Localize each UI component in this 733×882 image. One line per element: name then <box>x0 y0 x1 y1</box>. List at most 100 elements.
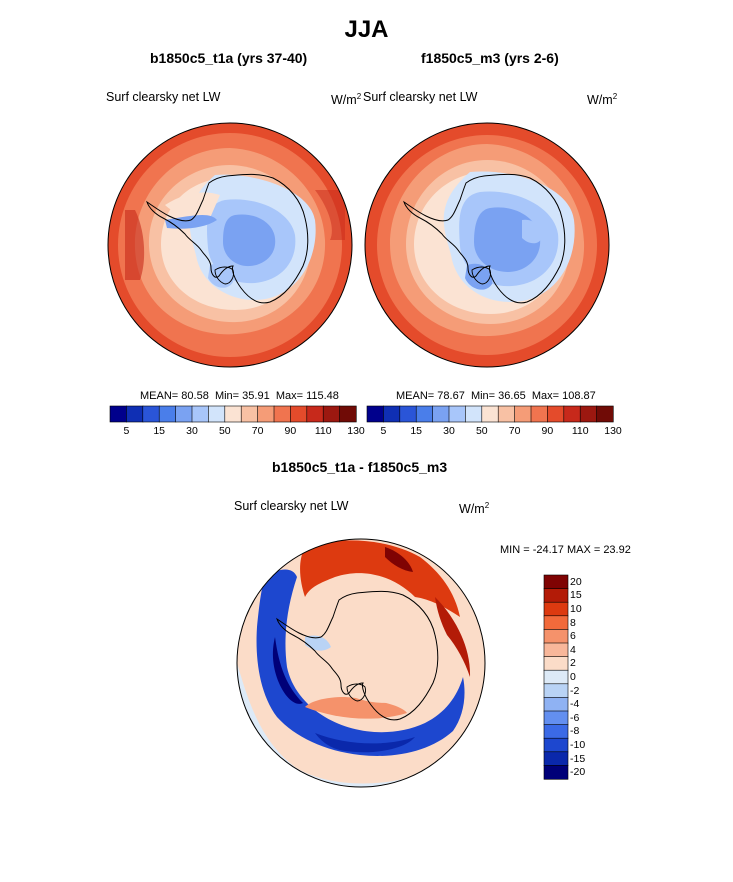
panel3-colorbar-tick-label: 10 <box>570 603 582 615</box>
panel1-colorbar-swatch-11 <box>290 405 308 423</box>
panel3-cool-core-south <box>315 733 415 753</box>
panel3-colorbar-tick-label: 0 <box>570 671 576 683</box>
panel1-colorbar-tick-label: 50 <box>218 425 231 437</box>
panel3-title: b1850c5_t1a - f1850c5_m3 <box>272 459 448 475</box>
panel1-colorbar-swatch-0 <box>109 405 128 423</box>
panel3-colorbar-tick-label: -6 <box>570 711 580 724</box>
panel1-title: b1850c5_t1a (yrs 37-40) <box>150 50 308 66</box>
panel3-warm-arc-north <box>300 540 460 617</box>
panel2-colorbar-swatch-0 <box>366 405 385 423</box>
panel3-colorbar-swatch-6 <box>543 656 569 671</box>
panel3-colorbar-tick-label: -15 <box>570 752 586 765</box>
panel1-west-warm-patch <box>125 210 145 280</box>
panel2-colorbar-swatch-11 <box>547 405 565 423</box>
panel1-ross-patch <box>208 263 234 288</box>
panel1-colorbar-tick-label: 15 <box>153 425 166 437</box>
panel1-map-border <box>107 122 353 368</box>
panel1-colorbar-swatch-8 <box>240 405 259 423</box>
panel1-colorbar-tick-label: 30 <box>186 425 198 437</box>
panel2-colorbar-swatch-14 <box>596 405 614 423</box>
panel3-colorbar-tick-label: 8 <box>570 616 576 629</box>
panel2-polar-map <box>364 122 610 368</box>
panel2-antarctica-coastline <box>403 173 566 304</box>
panel1-colorbar-swatch-2 <box>142 405 160 423</box>
panel2-colorbar-swatch-7 <box>481 405 499 423</box>
panel1-colorbar-tick-label: 5 <box>123 425 130 437</box>
panel1-colorbar-swatch-10 <box>273 405 292 423</box>
panel2-colorbar-tick-label: 5 <box>380 425 387 437</box>
panel3-minmax: MIN = -24.17 MAX = 23.92 <box>500 544 631 556</box>
panel2-variable-label: Surf clearsky net LW <box>363 90 478 104</box>
panel2-colorbar-swatch-12 <box>563 405 581 423</box>
panel3-colorbar-tick-label: 15 <box>570 589 582 602</box>
panel2-colorbar-tick-label: 50 <box>475 425 488 437</box>
panel2-colorbar-swatch-13 <box>579 405 598 423</box>
panel1-colorbar-swatch-12 <box>306 405 324 423</box>
panel3-antarctica-coastline <box>276 590 439 721</box>
panel2-map-border <box>364 122 610 368</box>
panel3-colorbar-tick-label: 6 <box>570 630 576 643</box>
panel3-peninsula-outline <box>346 683 366 702</box>
panel3-colorbar-tick-label: -20 <box>570 766 586 779</box>
panel2-mean: 78.67 <box>437 390 465 402</box>
panel1-colorbar-tick-label: 110 <box>314 425 332 437</box>
panel2-colorbar-tick-label: 70 <box>508 425 521 437</box>
panel3-cool-core-west <box>272 637 303 704</box>
panel1-colorbar-swatch-13 <box>322 405 341 423</box>
panel1-colorbar-swatch-7 <box>224 405 242 423</box>
panel2-colorbar-swatch-1 <box>383 405 401 423</box>
panel2-stats: MEAN= 78.67 Min= 36.65 Max= 108.87 <box>396 390 596 402</box>
panel2-colorbar-swatch-9 <box>514 405 532 423</box>
panel2-colorbar-swatch-10 <box>530 405 549 423</box>
panel2-colorbar-tick-label: 110 <box>571 425 589 437</box>
panel3-colorbar-swatch-8 <box>543 683 569 699</box>
panel1-colorbar-swatch-9 <box>257 405 275 423</box>
panel3-colorbar-tick-label: 2 <box>570 657 576 670</box>
panel2-colorbar <box>366 405 614 423</box>
panel1-ice-blue-dark <box>223 214 276 267</box>
panel1-variable-label: Surf clearsky net LW <box>106 90 221 104</box>
panel3-colorbar-swatch-9 <box>543 697 569 712</box>
panel3-cool-ring <box>256 569 465 756</box>
panel2-colorbar-tick-label: 30 <box>443 425 455 437</box>
panel3-colorbar-tick-label: -2 <box>570 684 580 697</box>
panel1-coast-blue-strip <box>165 215 217 229</box>
panel3-units: W/m2 <box>459 501 490 517</box>
panel3-warm-east <box>435 597 471 677</box>
panel3-colorbar-swatch-0 <box>543 574 569 590</box>
panel2-colorbar-ticks: 5 15 30 50 70 90 110 130 <box>367 425 621 439</box>
panel3-colorbar-tick-label: 4 <box>570 643 576 656</box>
panel1-east-warm-patch <box>315 190 345 240</box>
panel1-colorbar-swatch-6 <box>208 405 226 423</box>
panel3-colorbar-swatch-12 <box>543 737 569 753</box>
panel3-colorbar-tick-label: 20 <box>570 575 582 588</box>
panel2-colorbar-tick-label: 130 <box>604 425 622 437</box>
panel2-peninsula-outline <box>471 266 491 285</box>
panel3-colorbar-tick-label: -10 <box>570 739 586 751</box>
panel1-colorbar-swatch-14 <box>339 405 357 423</box>
panel1-mean: 80.58 <box>181 390 209 402</box>
panel1-colorbar <box>109 405 357 423</box>
panel3-colorbar-tick-label: -4 <box>570 698 580 711</box>
panel3-difference-map <box>236 538 486 788</box>
panel3-interior-cool-patch <box>305 635 331 651</box>
panel1-colorbar-swatch-3 <box>158 405 177 423</box>
panel2-ice-patch-east <box>522 219 543 244</box>
panel3-interior-neutral <box>316 585 442 703</box>
panel3-colorbar-swatch-5 <box>543 642 569 658</box>
season-title: JJA <box>344 16 389 43</box>
panel2-units: W/m2 <box>587 92 618 108</box>
panel2-colorbar-tick-label: 15 <box>410 425 423 437</box>
panel3-colorbar-swatch-11 <box>543 724 569 739</box>
panel3-variable-label: Surf clearsky net LW <box>234 499 349 513</box>
panel3-colorbar-swatch-1 <box>543 588 569 603</box>
panel3-warm-core <box>385 547 413 572</box>
panel3-colorbar-swatch-14 <box>543 765 569 780</box>
panel2-colorbar-swatch-3 <box>415 405 434 423</box>
panel1-polar-map <box>107 122 353 368</box>
panel3-map-border <box>236 538 486 788</box>
panel1-colorbar-swatch-5 <box>191 405 210 423</box>
panel3-colorbar <box>543 574 569 780</box>
panel3-colorbar-tick-label: -8 <box>570 725 580 738</box>
panel3-colorbar-swatch-7 <box>543 669 569 685</box>
